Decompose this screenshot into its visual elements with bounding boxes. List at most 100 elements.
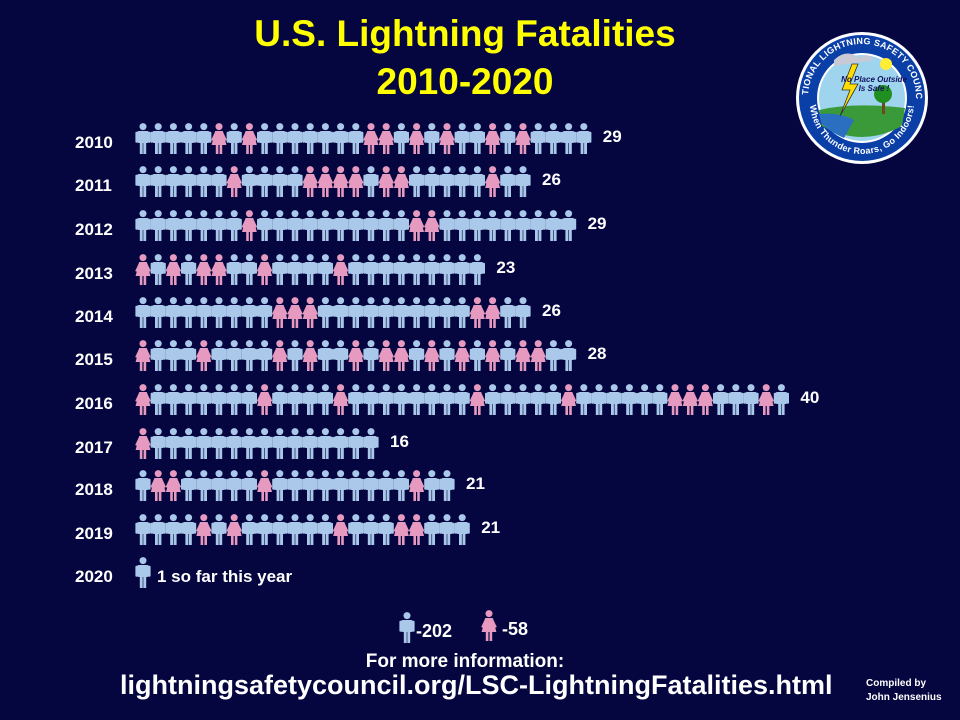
male-figure-icon: [439, 166, 455, 197]
male-figure-icon: [287, 470, 303, 501]
year-label: 2020: [75, 567, 113, 586]
male-figure-icon: [302, 470, 318, 501]
female-figure-icon: [408, 514, 425, 545]
male-figure-icon: [652, 384, 668, 415]
male-figure-icon: [241, 340, 257, 371]
male-figure-icon: [500, 384, 516, 415]
male-figure-icon: [333, 123, 349, 154]
female-figure-icon: [241, 210, 258, 241]
male-figure-icon: [363, 210, 379, 241]
male-figure-icon: [363, 428, 379, 459]
male-figure-icon: [135, 210, 151, 241]
female-figure-icon: [332, 166, 349, 197]
female-figure-icon: [226, 166, 242, 197]
male-figure-icon: [181, 123, 197, 154]
male-figure-icon: [317, 470, 333, 501]
year-label: 2019: [75, 524, 113, 543]
value-label: 29: [603, 127, 622, 146]
male-figure-icon: [409, 254, 425, 285]
logo-caption-line1: No Place Outside: [841, 75, 907, 84]
female-figure-icon: [469, 297, 486, 328]
male-figure-icon: [469, 210, 485, 241]
male-figure-icon: [439, 297, 455, 328]
value-label: 21: [481, 518, 500, 537]
male-figure-icon: [363, 470, 379, 501]
female-figure-icon: [378, 340, 394, 371]
male-figure-icon: [165, 166, 181, 197]
female-figure-icon: [348, 166, 364, 197]
male-figure-icon: [454, 297, 470, 328]
female-figure-icon: [378, 166, 394, 197]
female-figure-icon: [302, 340, 318, 371]
male-figure-icon: [181, 428, 197, 459]
male-figure-icon: [333, 297, 349, 328]
female-figure-icon: [758, 384, 774, 415]
female-figure-icon: [332, 254, 349, 285]
male-figure-icon: [469, 340, 485, 371]
female-figure-icon: [150, 470, 166, 501]
male-figure-icon: [545, 123, 561, 154]
male-figure-icon: [530, 384, 546, 415]
female-figure-icon: [332, 384, 349, 415]
male-figure-icon: [241, 428, 257, 459]
female-figure-icon: [226, 514, 242, 545]
male-figure-icon: [333, 428, 349, 459]
male-figure-icon: [378, 210, 394, 241]
male-figure-icon: [196, 210, 212, 241]
male-figure-icon: [135, 514, 151, 545]
male-figure-icon: [302, 514, 318, 545]
male-figure-icon: [515, 166, 531, 197]
male-figure-icon: [135, 557, 151, 588]
value-label: 26: [542, 301, 561, 320]
male-figure-icon: [287, 514, 303, 545]
male-figure-icon: [515, 384, 531, 415]
male-figure-icon: [150, 514, 166, 545]
lightning-safety-council-logo: No Place Outside Is Safe ! NATIONAL LIGH…: [794, 30, 928, 164]
female-figure-icon: [256, 384, 273, 415]
male-figure-icon: [713, 384, 729, 415]
male-figure-icon: [165, 210, 181, 241]
male-figure-icon: [621, 384, 637, 415]
male-figure-icon: [378, 254, 394, 285]
male-figure-icon: [348, 514, 364, 545]
female-figure-icon: [393, 166, 410, 197]
female-figure-icon: [135, 340, 151, 371]
male-figure-icon: [439, 340, 455, 371]
year-label: 2012: [75, 220, 113, 239]
female-figure-icon: [682, 384, 698, 415]
male-figure-icon: [348, 123, 364, 154]
male-figure-icon: [591, 384, 607, 415]
male-figure-icon: [606, 384, 622, 415]
female-figure-icon: [332, 514, 349, 545]
info-url-link[interactable]: lightningsafetycouncil.org/LSC-Lightning…: [120, 670, 833, 700]
female-figure-icon: [469, 384, 486, 415]
year-label: 2016: [75, 394, 113, 413]
male-figure-icon: [226, 254, 242, 285]
female-figure-icon: [484, 123, 501, 154]
male-figure-icon: [181, 254, 197, 285]
male-figure-icon: [150, 340, 166, 371]
more-info-label: For more information:: [365, 651, 565, 672]
legend-male-figure-icon: [399, 612, 415, 643]
male-figure-icon: [393, 123, 409, 154]
female-figure-icon: [667, 384, 683, 415]
male-figure-icon: [241, 254, 257, 285]
male-figure-icon: [211, 428, 227, 459]
female-figure-icon: [135, 428, 151, 459]
female-figure-icon: [439, 123, 455, 154]
female-figure-icon: [560, 384, 577, 415]
male-figure-icon: [317, 254, 333, 285]
male-figure-icon: [363, 384, 379, 415]
male-figure-icon: [378, 297, 394, 328]
female-figure-icon: [317, 166, 334, 197]
male-figure-icon: [196, 384, 212, 415]
credit-line2: John Jensenius: [866, 692, 942, 703]
male-figure-icon: [302, 428, 318, 459]
value-label: 29: [588, 214, 607, 233]
male-figure-icon: [150, 254, 166, 285]
male-figure-icon: [576, 384, 592, 415]
male-figure-icon: [287, 384, 303, 415]
value-label: 16: [390, 432, 409, 451]
male-figure-icon: [424, 297, 440, 328]
